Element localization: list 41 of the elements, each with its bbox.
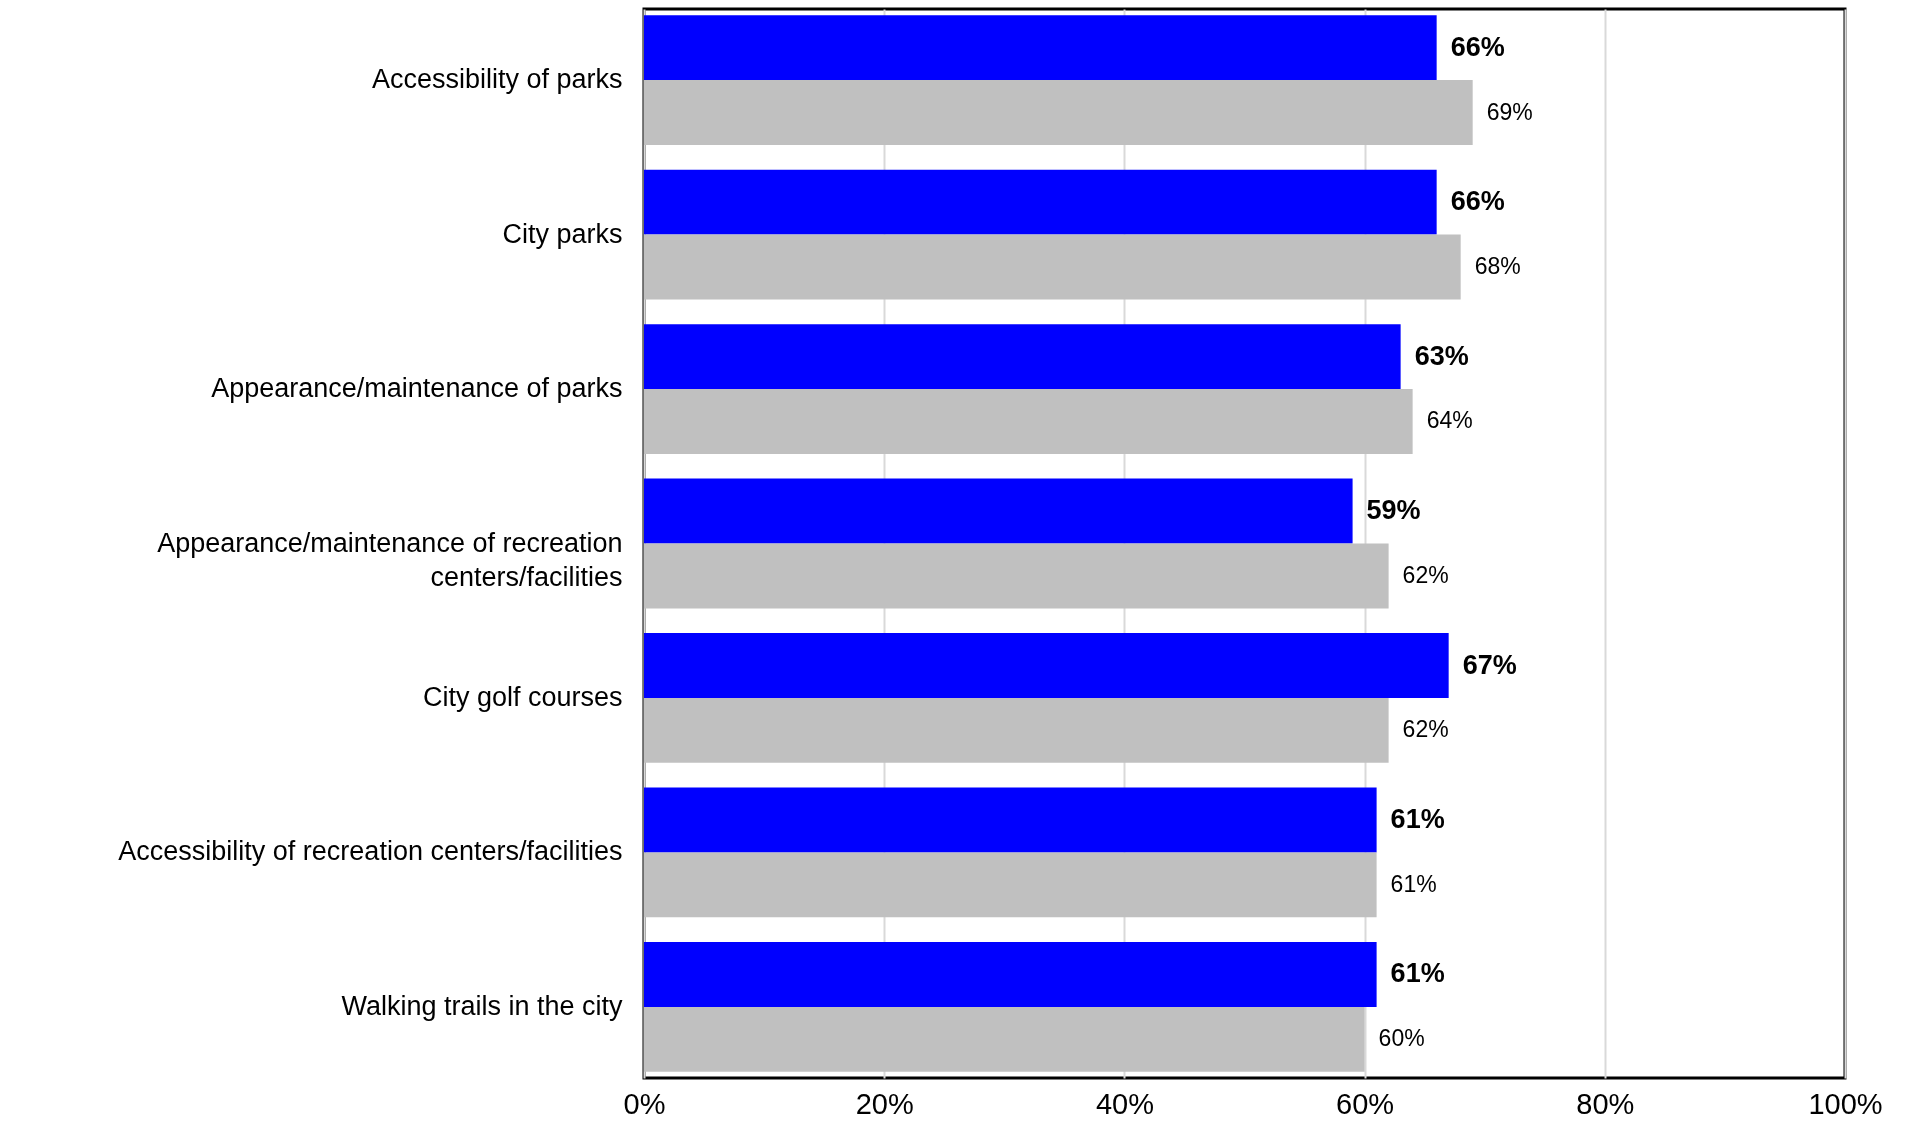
- bar: [644, 633, 1449, 698]
- y-tick-label: Appearance/maintenance of recreation centers/facilities: [157, 527, 623, 592]
- data-label: 67%: [1462, 649, 1517, 680]
- data-label: 68%: [1474, 252, 1521, 279]
- x-tick-label: 20%: [855, 1087, 914, 1120]
- bar: [644, 389, 1413, 454]
- data-label: 61%: [1390, 958, 1445, 989]
- bar: [644, 787, 1377, 853]
- bar: [644, 234, 1461, 300]
- y-tick-label: Appearance/maintenance of parks: [211, 373, 623, 404]
- data-label: 60%: [1378, 1025, 1425, 1052]
- bar: [644, 852, 1377, 918]
- y-tick-label: Accessibility of parks: [371, 64, 623, 95]
- bar: [644, 697, 1389, 763]
- bar: [644, 1006, 1365, 1072]
- data-label: 62%: [1402, 716, 1449, 743]
- data-label: 66%: [1450, 186, 1505, 217]
- data-label: 66%: [1450, 31, 1505, 62]
- x-tick-label: 0%: [623, 1087, 666, 1120]
- bar: [644, 15, 1437, 81]
- bar: [644, 543, 1389, 609]
- bar: [644, 324, 1401, 390]
- data-label: 64%: [1426, 407, 1473, 434]
- data-label: 61%: [1390, 804, 1445, 835]
- bar: [644, 169, 1437, 235]
- y-tick-label: City golf courses: [422, 681, 623, 712]
- data-label: 62%: [1402, 561, 1449, 588]
- data-label: 63%: [1414, 340, 1469, 371]
- data-label: 59%: [1366, 495, 1421, 526]
- bar: [644, 80, 1473, 145]
- data-label: 61%: [1390, 870, 1437, 897]
- data-label: 69%: [1486, 98, 1533, 125]
- x-tick-label: 100%: [1808, 1087, 1883, 1120]
- y-tick-label: Accessibility of recreation centers/facilities: [118, 836, 623, 867]
- bar: [644, 478, 1353, 544]
- y-tick-label: City parks: [502, 218, 623, 249]
- x-tick-label: 60%: [1336, 1087, 1395, 1120]
- x-tick-label: 80%: [1576, 1087, 1635, 1120]
- y-tick-label: Walking trails in the city: [341, 990, 623, 1021]
- bar: [644, 942, 1377, 1007]
- x-tick-label: 40%: [1095, 1087, 1154, 1120]
